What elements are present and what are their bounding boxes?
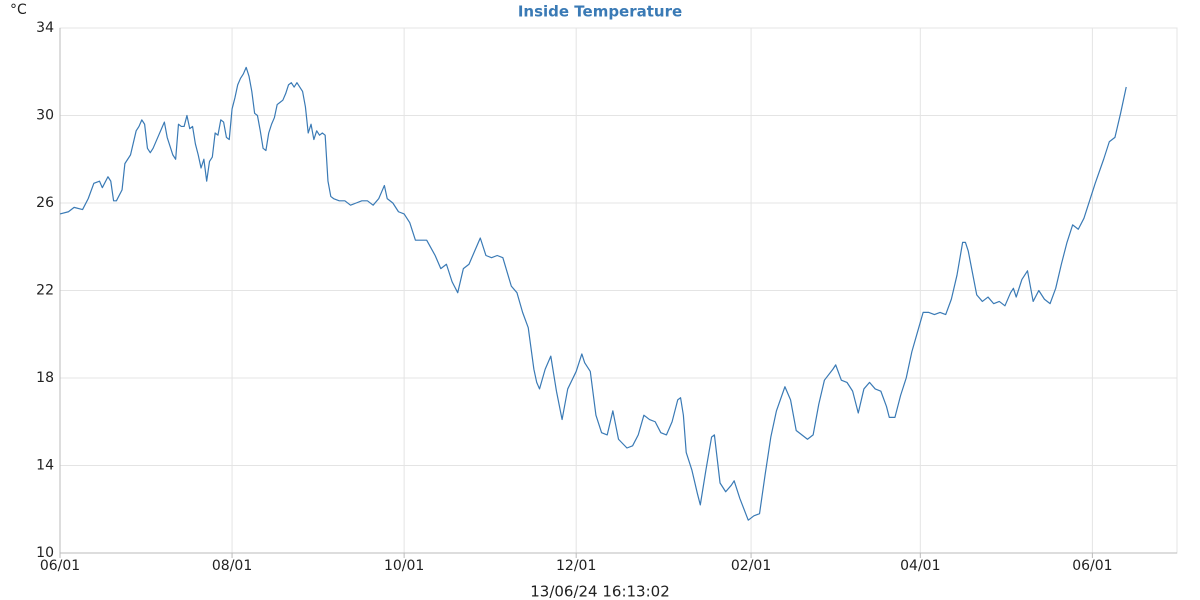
timestamp: 13/06/24 16:13:02 <box>530 583 670 600</box>
data-line <box>59 66 1127 521</box>
y-tick-label: 34 <box>36 20 54 36</box>
y-axis-unit: °C <box>10 2 27 18</box>
x-tick-label: 06/01 <box>40 558 80 574</box>
x-tick-label: 12/01 <box>556 558 596 574</box>
y-tick-label: 22 <box>36 283 54 299</box>
x-tick-label: 10/01 <box>384 558 424 574</box>
y-tick-label: 26 <box>36 195 54 211</box>
chart-title: Inside Temperature <box>518 3 682 21</box>
x-tick-label: 02/01 <box>731 558 771 574</box>
y-tick-label: 30 <box>36 108 54 124</box>
x-tick-label: 06/01 <box>1072 558 1112 574</box>
x-tick-label: 04/01 <box>900 558 940 574</box>
y-tick-label: 10 <box>36 545 54 561</box>
x-tick-label: 08/01 <box>212 558 252 574</box>
y-tick-label: 18 <box>36 370 54 386</box>
y-tick-label: 14 <box>36 458 54 474</box>
